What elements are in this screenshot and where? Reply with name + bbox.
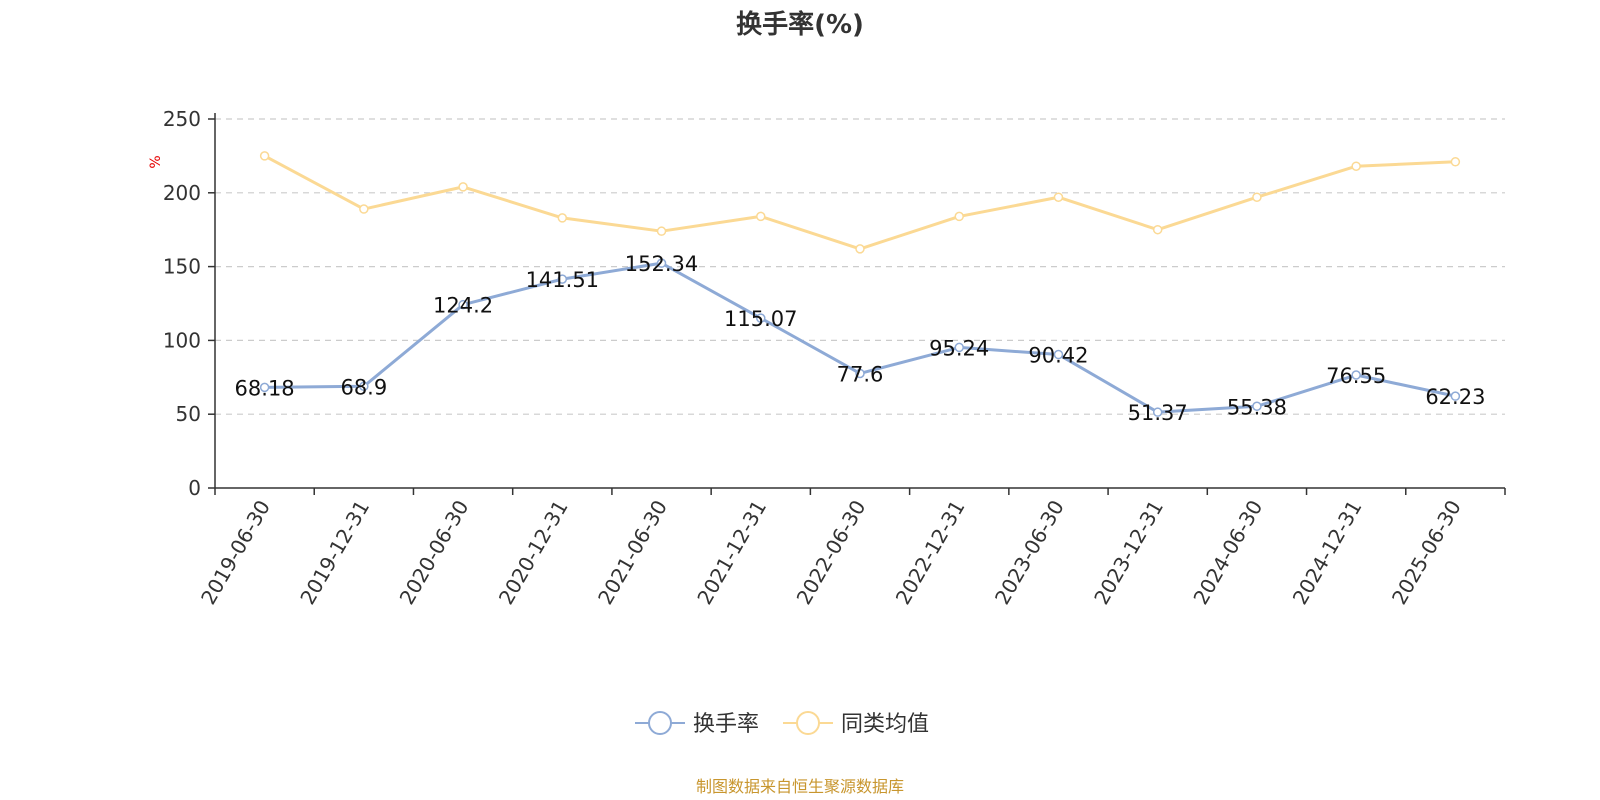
legend-marker xyxy=(648,711,672,735)
data-point xyxy=(656,226,667,236)
data-label: 68.18 xyxy=(235,376,295,400)
x-tick-label: 2025-06-30 xyxy=(1387,496,1466,609)
data-point xyxy=(756,211,766,222)
data-source-note: 制图数据来自恒生聚源数据库 xyxy=(696,777,904,796)
data-label: 62.23 xyxy=(1425,385,1485,409)
data-point xyxy=(359,204,369,214)
x-tick-label: 2020-12-31 xyxy=(494,496,573,609)
x-tick-label: 2021-06-30 xyxy=(593,496,672,609)
x-tick-label: 2019-06-30 xyxy=(196,496,275,609)
x-axis-ticks: 2019-06-30 2019-12-31 2020-06-30 2020-12-31… xyxy=(196,488,1506,609)
y-tick-label: 50 xyxy=(176,402,201,426)
data-point xyxy=(1053,349,1064,360)
data-label: 51.37 xyxy=(1128,401,1188,425)
data-point xyxy=(557,274,568,284)
data-point xyxy=(1152,224,1163,235)
data-label: 152.34 xyxy=(625,252,698,276)
data-point xyxy=(259,382,270,393)
x-tick-label: 2019-12-31 xyxy=(295,496,374,609)
data-label: 76.55 xyxy=(1326,364,1386,388)
data-point xyxy=(359,381,369,392)
x-tick-label: 2023-12-31 xyxy=(1089,496,1168,609)
data-labels-1: 68.18 68.9 124.2 141.51 152.34 115.07 77.6 95.2… xyxy=(235,252,1486,425)
x-tick-label: 2024-12-31 xyxy=(1288,496,1367,609)
y-tick-label: 0 xyxy=(188,476,201,500)
data-label: 68.9 xyxy=(340,375,387,399)
data-label: 90.42 xyxy=(1028,344,1088,368)
data-point xyxy=(756,313,766,323)
series-line xyxy=(263,154,1456,251)
data-label: 77.6 xyxy=(837,362,884,386)
data-point xyxy=(656,258,667,268)
data-point xyxy=(1450,157,1461,167)
data-point xyxy=(855,368,865,379)
y-axis-unit: % xyxy=(148,155,164,168)
x-tick-label: 2021-12-31 xyxy=(692,496,771,609)
y-tick-label: 200 xyxy=(163,181,201,205)
legend: 换手率 同类均值 xyxy=(635,711,929,737)
data-point xyxy=(1351,161,1361,171)
y-tick-label: 250 xyxy=(163,107,201,131)
legend-item-1: 换手率 xyxy=(635,711,759,737)
series-line xyxy=(264,261,1456,414)
data-point xyxy=(557,213,568,223)
legend-marker xyxy=(796,711,820,735)
data-label: 95.24 xyxy=(929,336,989,360)
data-point xyxy=(855,244,865,254)
y-tick-label: 150 xyxy=(163,255,201,279)
axes xyxy=(214,113,1505,489)
chart-title: 换手率(%) xyxy=(736,9,864,40)
data-point xyxy=(1351,370,1361,380)
series-group: 68.18 68.9 124.2 141.51 152.34 115.07 77.6 95.2… xyxy=(235,151,1486,425)
data-label: 124.2 xyxy=(433,294,493,318)
legend-label: 同类均值 xyxy=(841,712,929,737)
data-point xyxy=(1152,407,1163,417)
data-point xyxy=(259,151,270,161)
data-point xyxy=(1450,391,1461,401)
data-point xyxy=(1252,192,1262,202)
data-label: 115.07 xyxy=(724,307,797,331)
data-point xyxy=(954,211,964,222)
y-axis-ticks: 0 50 100 150 200 250 xyxy=(163,107,215,500)
series-2 xyxy=(259,151,1461,254)
data-point xyxy=(1053,192,1064,202)
x-tick-label: 2023-06-30 xyxy=(990,496,1069,609)
x-tick-label: 2020-06-30 xyxy=(395,496,474,609)
data-point xyxy=(458,182,468,192)
data-point xyxy=(954,342,964,353)
x-tick-label: 2022-12-31 xyxy=(891,496,970,609)
data-label: 141.51 xyxy=(526,268,599,292)
data-point xyxy=(458,299,468,310)
y-tick-label: 100 xyxy=(163,328,201,352)
x-tick-label: 2022-06-30 xyxy=(791,496,870,609)
series-1 xyxy=(259,258,1461,417)
legend-label: 换手率 xyxy=(693,712,759,737)
legend-item-2: 同类均值 xyxy=(783,711,929,737)
data-point xyxy=(1252,401,1262,412)
x-tick-label: 2024-06-30 xyxy=(1188,496,1267,609)
data-label: 55.38 xyxy=(1227,395,1287,419)
